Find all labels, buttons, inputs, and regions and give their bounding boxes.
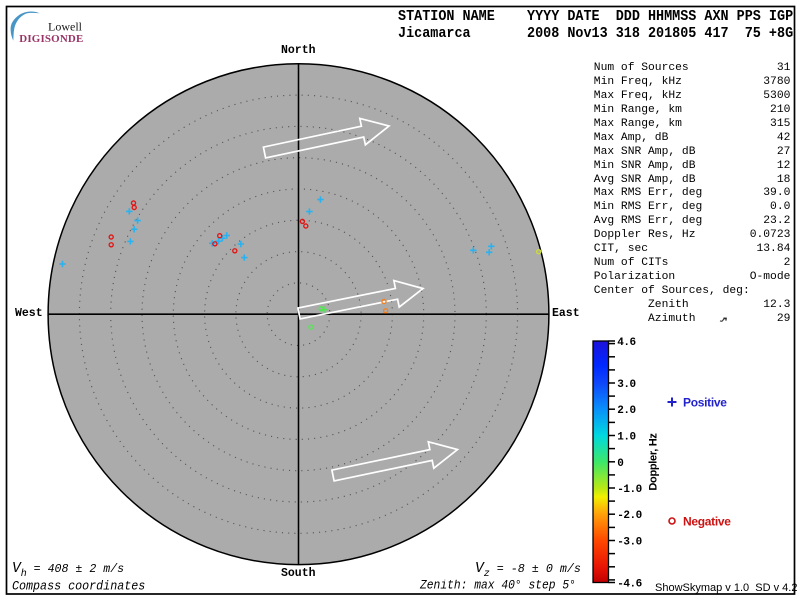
svg-text:3.0: 3.0 bbox=[617, 379, 635, 391]
svg-text:-4.6: -4.6 bbox=[617, 579, 642, 591]
svg-text:-1.0: -1.0 bbox=[617, 484, 642, 496]
svg-text:-3.0: -3.0 bbox=[617, 537, 642, 549]
svg-text:DIGISONDE: DIGISONDE bbox=[19, 33, 83, 45]
svg-text:Doppler, Hz: Doppler, Hz bbox=[648, 433, 660, 491]
svg-text:2.0: 2.0 bbox=[617, 405, 635, 417]
svg-text:Lowell: Lowell bbox=[48, 20, 83, 34]
svg-text:0: 0 bbox=[617, 458, 623, 470]
svg-text:Negative: Negative bbox=[683, 515, 731, 529]
svg-text:1.0: 1.0 bbox=[617, 432, 635, 444]
svg-text:Positive: Positive bbox=[683, 396, 727, 410]
svg-text:4.6: 4.6 bbox=[617, 337, 635, 349]
svg-text:-2.0: -2.0 bbox=[617, 510, 642, 522]
